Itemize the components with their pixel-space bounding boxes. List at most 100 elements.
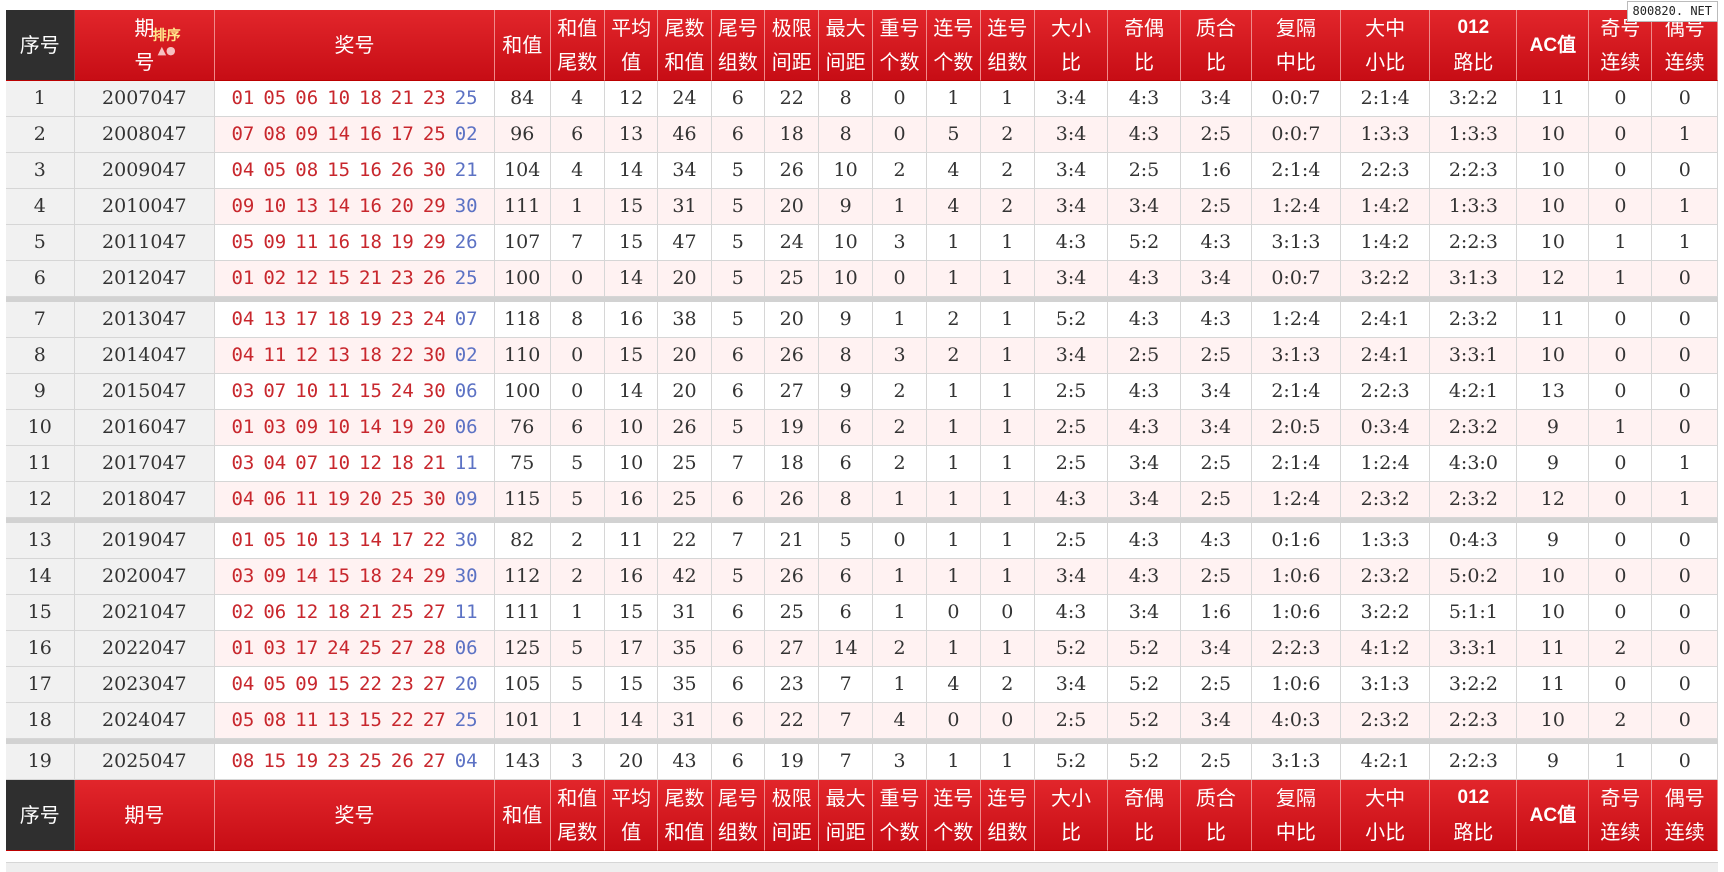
table-row: 4 2010047 09 10 13 14 16 20 29 30 111 1 15 31 5 20 9 1 4 2 3…: [6, 189, 1718, 225]
cell-avg: 16: [604, 482, 659, 518]
cell-max-gap: 8: [819, 117, 873, 153]
row-index: 10: [6, 410, 75, 446]
red-ball-number: 19: [359, 308, 382, 330]
cell-repeat: 2: [872, 410, 928, 446]
cell-interval: 1:0:6: [1251, 667, 1342, 703]
blue-ball-number: 11: [454, 452, 478, 474]
table-row: 12 2018047 04 06 11 19 20 25 30 09 115 5 16 25 6 26 8 1 1 1…: [6, 482, 1718, 518]
sort-button[interactable]: 排序 ▲●: [147, 28, 187, 57]
table-row: 19 2025047 08 15 19 23 25 26 27 04 143 3 20 43 6 19 7 3 1 1…: [6, 744, 1718, 780]
cell-range: 25: [765, 595, 820, 631]
cell-sum: 143: [494, 744, 551, 780]
red-ball-number: 30: [422, 488, 446, 510]
cell-odd-run: 1: [1589, 744, 1653, 780]
cell-prime: 3:4: [1180, 703, 1252, 739]
red-ball-number: 12: [295, 601, 319, 623]
col-header-idx[interactable]: 序号: [6, 10, 75, 81]
red-ball-number: 23: [390, 267, 414, 289]
cell-sum-tail: 6: [550, 410, 605, 446]
cell-interval: 3:1:3: [1251, 225, 1342, 261]
cell-tail-groups: 5: [711, 153, 766, 189]
cell-odd-run: 2: [1589, 631, 1653, 667]
red-ball-number: 01: [231, 87, 255, 109]
red-ball-number: 30: [422, 344, 446, 366]
row-index: 5: [6, 225, 75, 261]
cell-sum-tail: 1: [550, 595, 605, 631]
cell-big-small: 3:4: [1035, 261, 1108, 297]
red-ball-number: 26: [390, 159, 414, 181]
cell-prime: 2:5: [1180, 338, 1252, 374]
winning-numbers: 01 05 06 10 18 21 23 25: [215, 81, 495, 117]
table-row: 10 2016047 01 03 09 10 14 19 20 06 76 6 10 26 5 19 6 2 1 1 2…: [6, 410, 1718, 446]
cell-prime: 2:5: [1180, 189, 1252, 225]
red-ball-number: 29: [422, 565, 446, 587]
cell-repeat: 0: [872, 81, 928, 117]
cell-avg: 13: [604, 117, 659, 153]
cell-ac: 11: [1517, 631, 1590, 667]
cell-ac: 10: [1517, 595, 1590, 631]
red-ball-number: 27: [422, 673, 446, 695]
red-ball-number: 25: [359, 750, 382, 772]
cell-repeat: 1: [872, 559, 928, 595]
winning-numbers: 01 05 10 13 14 17 22 30: [215, 523, 495, 559]
cell-odd-even: 3:4: [1108, 189, 1181, 225]
red-ball-number: 24: [390, 565, 414, 587]
cell-tail-groups: 5: [711, 225, 766, 261]
table-row: 1 2007047 01 05 06 10 18 21 23 25 84 4 12 24 6 22 8 0 1 1 3:…: [6, 81, 1718, 117]
blue-ball-number: 04: [454, 750, 478, 772]
table-row: 16 2022047 01 03 17 24 25 27 28 06 125 5 17 35 6 27 14 2 1…: [6, 631, 1718, 667]
cell-road: 5:1:1: [1430, 595, 1518, 631]
cell-avg: 10: [604, 410, 659, 446]
blue-ball-number: 30: [454, 195, 478, 217]
row-index: 16: [6, 631, 75, 667]
cell-interval: 0:0:7: [1251, 117, 1342, 153]
cell-big-small: 3:4: [1035, 153, 1108, 189]
cell-odd-run: 0: [1589, 446, 1653, 482]
red-ball-number: 20: [359, 488, 382, 510]
cell-repeat: 0: [872, 261, 928, 297]
red-ball-number: 03: [231, 565, 255, 587]
red-ball-number: 05: [231, 231, 255, 253]
cell-big-small: 4:3: [1035, 595, 1108, 631]
group-separator: [6, 739, 1718, 744]
red-ball-number: 16: [359, 123, 382, 145]
red-ball-number: 03: [263, 637, 287, 659]
footer-header-ac: AC值: [1517, 780, 1590, 851]
cell-odd-even: 4:3: [1108, 117, 1181, 153]
red-ball-number: 23: [327, 750, 351, 772]
winning-numbers: 01 03 17 24 25 27 28 06: [215, 631, 495, 667]
blue-ball-number: 25: [454, 87, 478, 109]
cell-avg: 16: [604, 559, 659, 595]
cell-odd-run: 0: [1589, 338, 1653, 374]
cell-odd-run: 1: [1589, 225, 1653, 261]
cell-consec-groups: 1: [980, 225, 1036, 261]
cell-max-gap: 9: [819, 302, 873, 338]
cell-consec-count: 2: [927, 338, 981, 374]
cell-odd-run: 0: [1589, 374, 1653, 410]
lottery-stats-table: 序号 期号 排序 ▲● 奖号 和值 和值 尾数 平均值 尾数 和值 尾号 组数 极限间…: [6, 10, 1718, 851]
cell-prime: 4:3: [1180, 225, 1252, 261]
cell-max-gap: 8: [819, 81, 873, 117]
red-ball-number: 21: [359, 267, 382, 289]
cell-repeat: 3: [872, 338, 928, 374]
blue-ball-number: 26: [454, 231, 478, 253]
cell-range: 25: [765, 261, 820, 297]
red-ball-number: 12: [295, 344, 319, 366]
footer-header-interval: 复隔 中比: [1251, 780, 1342, 851]
row-index: 6: [6, 261, 75, 297]
red-ball-number: 19: [295, 750, 319, 772]
cell-odd-even: 3:4: [1108, 595, 1181, 631]
cell-bms: 0:3:4: [1341, 410, 1431, 446]
cell-odd-run: 1: [1589, 410, 1653, 446]
cell-sum-tail: 6: [550, 117, 605, 153]
cell-tail-groups: 7: [711, 523, 766, 559]
cell-consec-count: 5: [927, 117, 981, 153]
col-header-issue[interactable]: 期号 排序 ▲●: [74, 10, 216, 81]
cell-bms: 4:1:2: [1341, 631, 1431, 667]
cell-ac: 12: [1517, 482, 1590, 518]
cell-max-gap: 9: [819, 189, 873, 225]
table-row: 13 2019047 01 05 10 13 14 17 22 30 82 2 11 22 7 21 5 0 1 1 2…: [6, 523, 1718, 559]
red-ball-number: 15: [359, 380, 382, 402]
cell-sum-tail: 0: [550, 338, 605, 374]
cell-even-run: 0: [1652, 410, 1718, 446]
